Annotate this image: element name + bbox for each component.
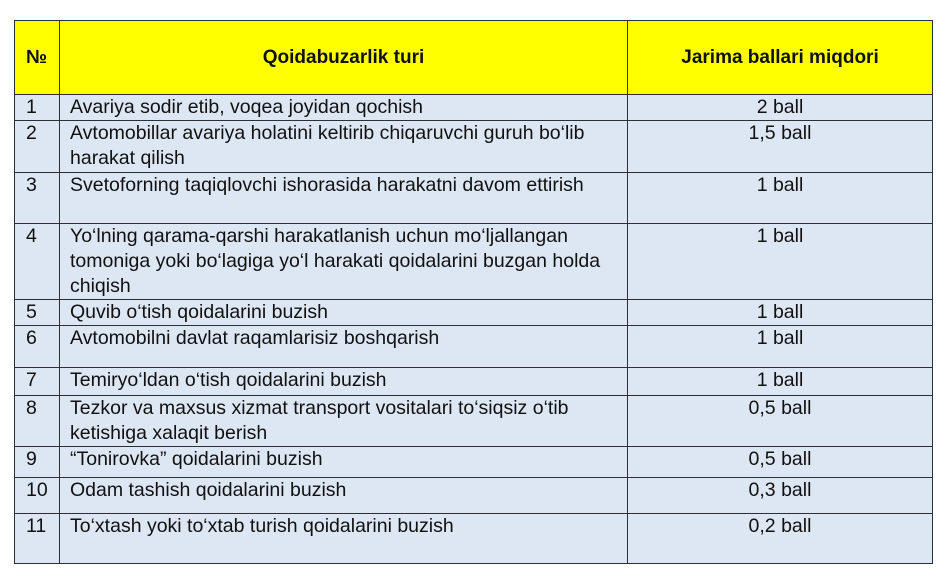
table-header-row: № Qoidabuzarlik turi Jarima ballari miqd… [14,20,933,95]
violation-text: Svetoforning taqiqlovchi ishorasida hara… [59,172,628,224]
row-number: 6 [14,325,60,368]
table-row: 7 Temiryo‘ldan o‘tish qoidalarini buzish… [14,367,933,396]
table-row: 5 Quvib o‘tish qoidalarini buzish 1 ball [14,299,933,326]
table-row: 2 Avtomobillar avariya holatini keltirib… [14,120,933,173]
penalty-points: 0,3 ball [627,477,933,514]
violation-text: Odam tashish qoidalarini buzish [59,477,628,514]
row-number: 11 [14,513,60,564]
penalty-points: 0,2 ball [627,513,933,564]
penalty-points: 1,5 ball [627,120,933,173]
table-row: 4 Yo‘lning qarama-qarshi harakatlanish u… [14,223,933,300]
row-number: 2 [14,120,60,173]
violation-text: Avtomobillar avariya holatini keltirib c… [59,120,628,173]
table-row: 10 Odam tashish qoidalarini buzish 0,3 b… [14,477,933,514]
table-row: 3 Svetoforning taqiqlovchi ishorasida ha… [14,172,933,224]
table-row: 9 “Tonirovka” qoidalarini buzish 0,5 bal… [14,446,933,478]
row-number: 10 [14,477,60,514]
penalty-points: 0,5 ball [627,446,933,478]
row-number: 8 [14,395,60,447]
row-number: 3 [14,172,60,224]
row-number: 4 [14,223,60,300]
table-row: 11 To‘xtash yoki to‘xtab turish qoidalar… [14,513,933,564]
violation-text: Avtomobilni davlat raqamlarisiz boshqari… [59,325,628,368]
table-row: 6 Avtomobilni davlat raqamlarisiz boshqa… [14,325,933,368]
violation-text: Quvib o‘tish qoidalarini buzish [59,299,628,326]
penalty-points: 1 ball [627,325,933,368]
violation-text: To‘xtash yoki to‘xtab turish qoidalarini… [59,513,628,564]
penalty-points: 2 ball [627,94,933,121]
header-penalty-points: Jarima ballari miqdori [627,20,933,95]
violation-text: Tezkor va maxsus xizmat transport vosita… [59,395,628,447]
violation-text: Avariya sodir etib, voqea joyidan qochis… [59,94,628,121]
penalty-points-table: № Qoidabuzarlik turi Jarima ballari miqd… [14,20,933,564]
table-row: 1 Avariya sodir etib, voqea joyidan qoch… [14,94,933,121]
penalty-points: 1 ball [627,367,933,396]
row-number: 1 [14,94,60,121]
header-number: № [14,20,60,95]
penalty-points: 1 ball [627,299,933,326]
row-number: 9 [14,446,60,478]
violation-text: “Tonirovka” qoidalarini buzish [59,446,628,478]
penalty-points: 1 ball [627,172,933,224]
row-number: 7 [14,367,60,396]
header-violation-type: Qoidabuzarlik turi [59,20,628,95]
table-row: 8 Tezkor va maxsus xizmat transport vosi… [14,395,933,447]
violation-text: Yo‘lning qarama-qarshi harakatlanish uch… [59,223,628,300]
row-number: 5 [14,299,60,326]
violation-text: Temiryo‘ldan o‘tish qoidalarini buzish [59,367,628,396]
penalty-points: 1 ball [627,223,933,300]
penalty-points: 0,5 ball [627,395,933,447]
